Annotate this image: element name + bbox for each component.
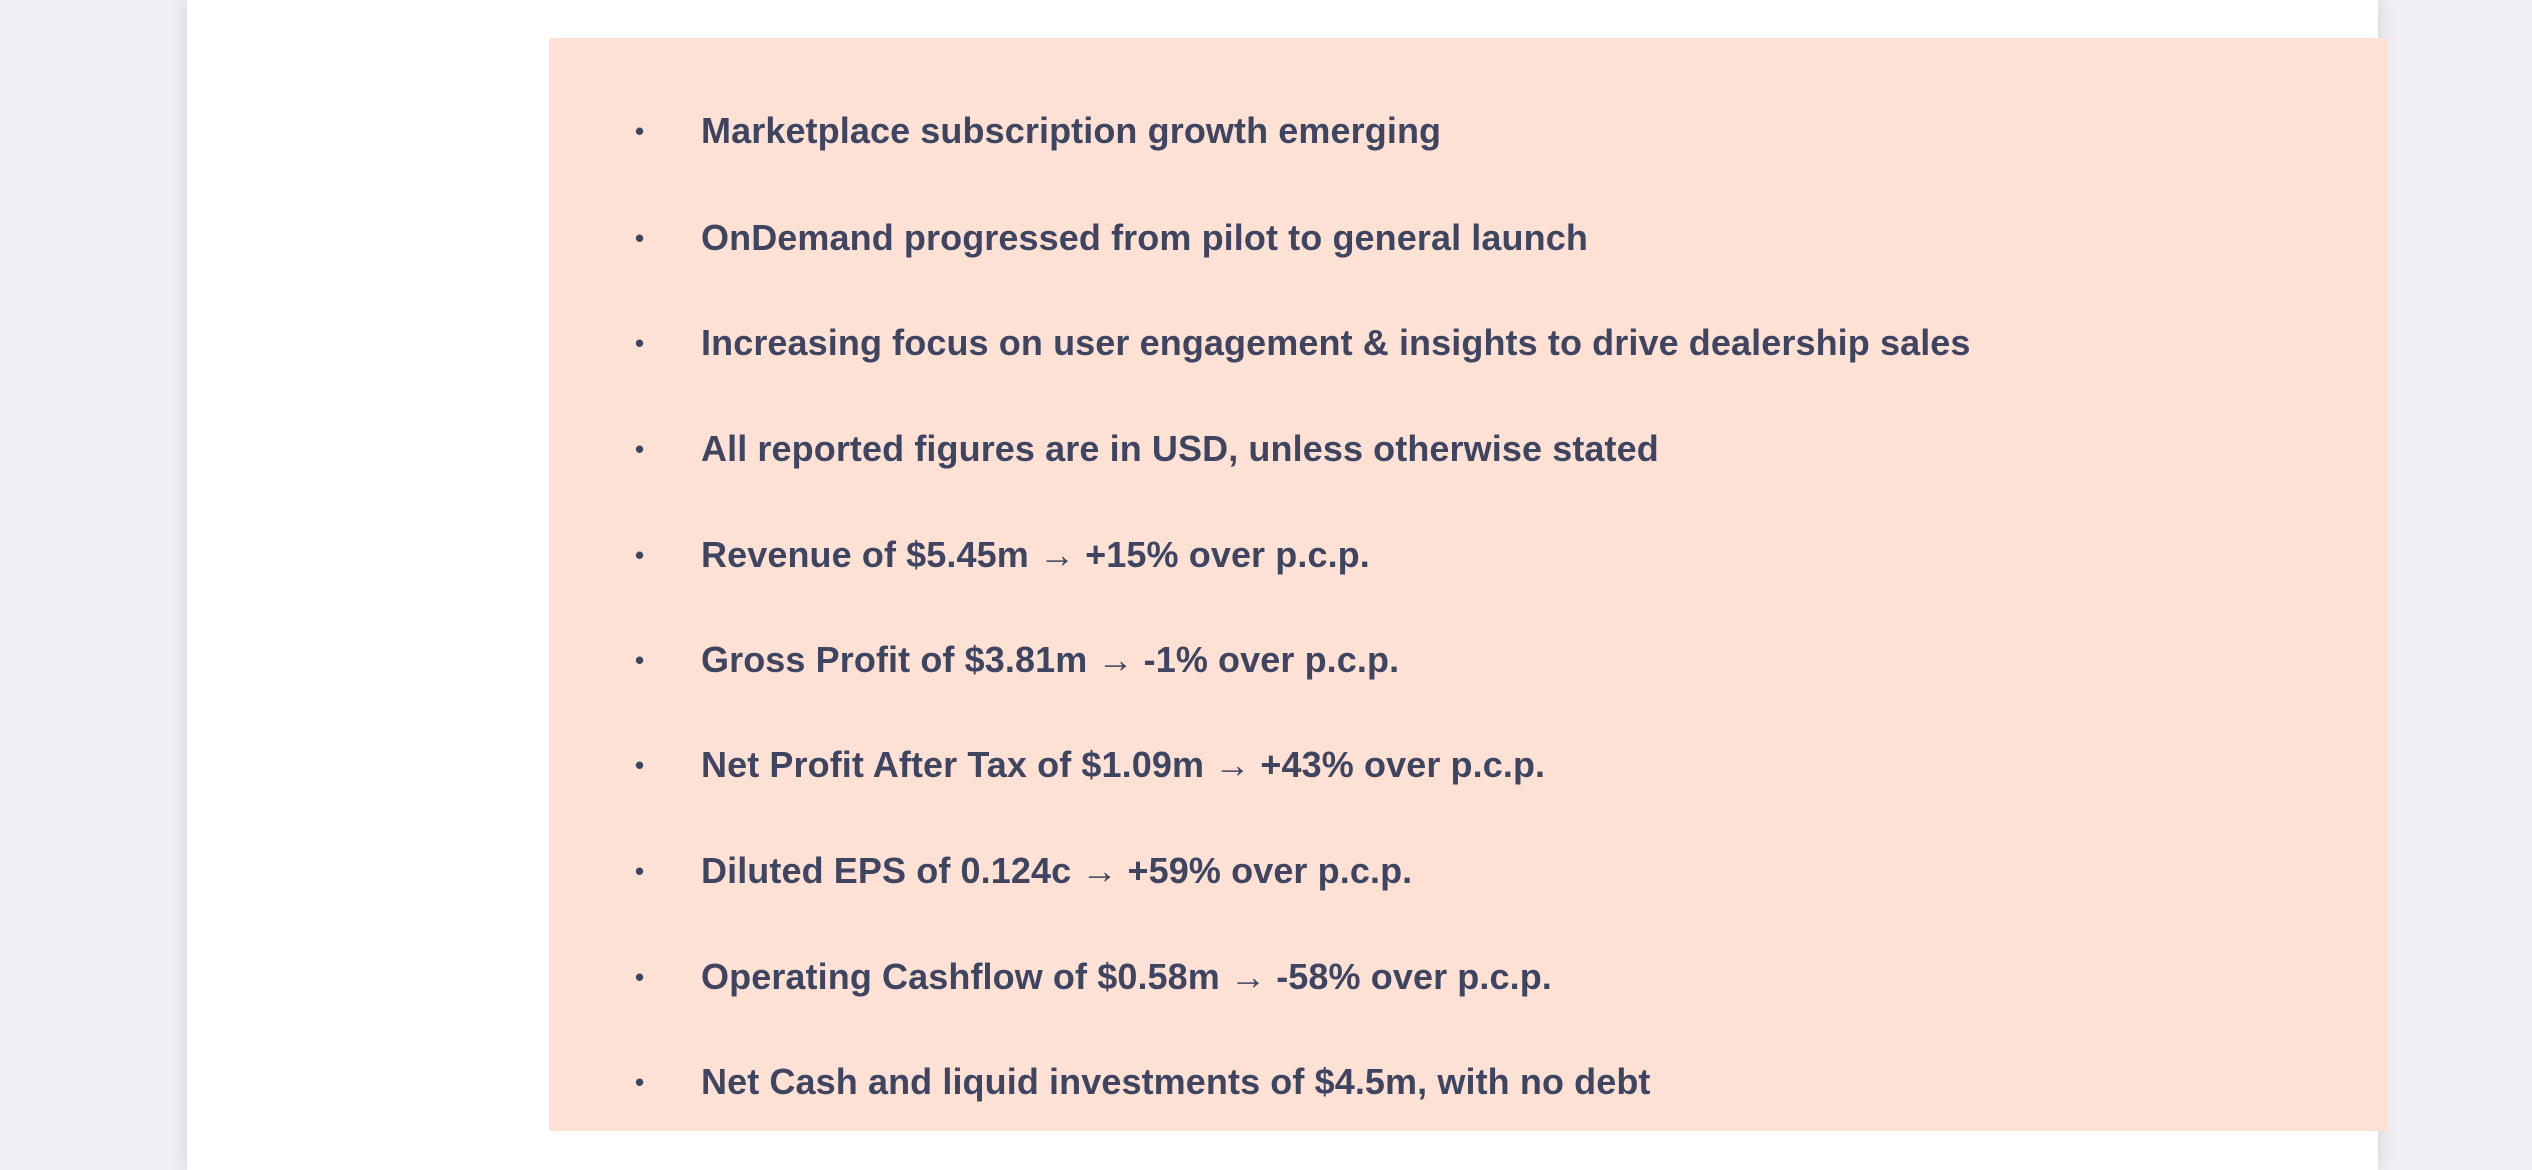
list-item: • OnDemand progressed from pilot to gene… [549, 208, 2387, 268]
bullet-dot: • [635, 750, 645, 780]
bullet-dot: • [635, 328, 645, 358]
list-item: • Revenue of $5.45m → +15% over p.c.p. [549, 525, 2387, 585]
bullet-dot: • [635, 434, 645, 464]
list-item: • Diluted EPS of 0.124c → +59% over p.c.… [549, 841, 2387, 901]
list-item: • Increasing focus on user engagement & … [549, 313, 2387, 373]
document-page: • Marketplace subscription growth emergi… [187, 0, 2387, 1170]
bullet-text: Revenue of $5.45m → +15% over p.c.p. [701, 534, 1370, 575]
bullet-text: Diluted EPS of 0.124c → +59% over p.c.p. [701, 850, 1413, 891]
bullet-text: Increasing focus on user engagement & in… [701, 322, 1971, 363]
bullet-dot: • [635, 856, 645, 886]
bullet-dot: • [635, 1067, 645, 1097]
list-item: • Gross Profit of $3.81m → -1% over p.c.… [549, 630, 2387, 690]
bullet-text: Net Cash and liquid investments of $4.5m… [701, 1061, 1651, 1102]
bullet-text: Net Profit After Tax of $1.09m → +43% ov… [701, 744, 1546, 785]
list-item: • Net Profit After Tax of $1.09m → +43% … [549, 735, 2387, 795]
bullet-dot: • [635, 223, 645, 253]
highlights-box: • Marketplace subscription growth emergi… [549, 38, 2387, 1131]
bullet-text: All reported figures are in USD, unless … [701, 428, 1659, 469]
list-item: • Operating Cashflow of $0.58m → -58% ov… [549, 947, 2387, 1007]
bullet-text: OnDemand progressed from pilot to genera… [701, 217, 1588, 258]
bullet-dot: • [635, 540, 645, 570]
bullet-dot: • [635, 645, 645, 675]
bullet-text: Marketplace subscription growth emerging [701, 110, 1442, 151]
bullet-dot: • [635, 962, 645, 992]
list-item: • All reported figures are in USD, unles… [549, 419, 2387, 479]
list-item: • Marketplace subscription growth emergi… [549, 101, 2387, 161]
bullet-text: Gross Profit of $3.81m → -1% over p.c.p. [701, 639, 1400, 680]
bullet-text: Operating Cashflow of $0.58m → -58% over… [701, 956, 1552, 997]
list-item: • Net Cash and liquid investments of $4.… [549, 1052, 2387, 1112]
bullet-dot: • [635, 116, 645, 146]
